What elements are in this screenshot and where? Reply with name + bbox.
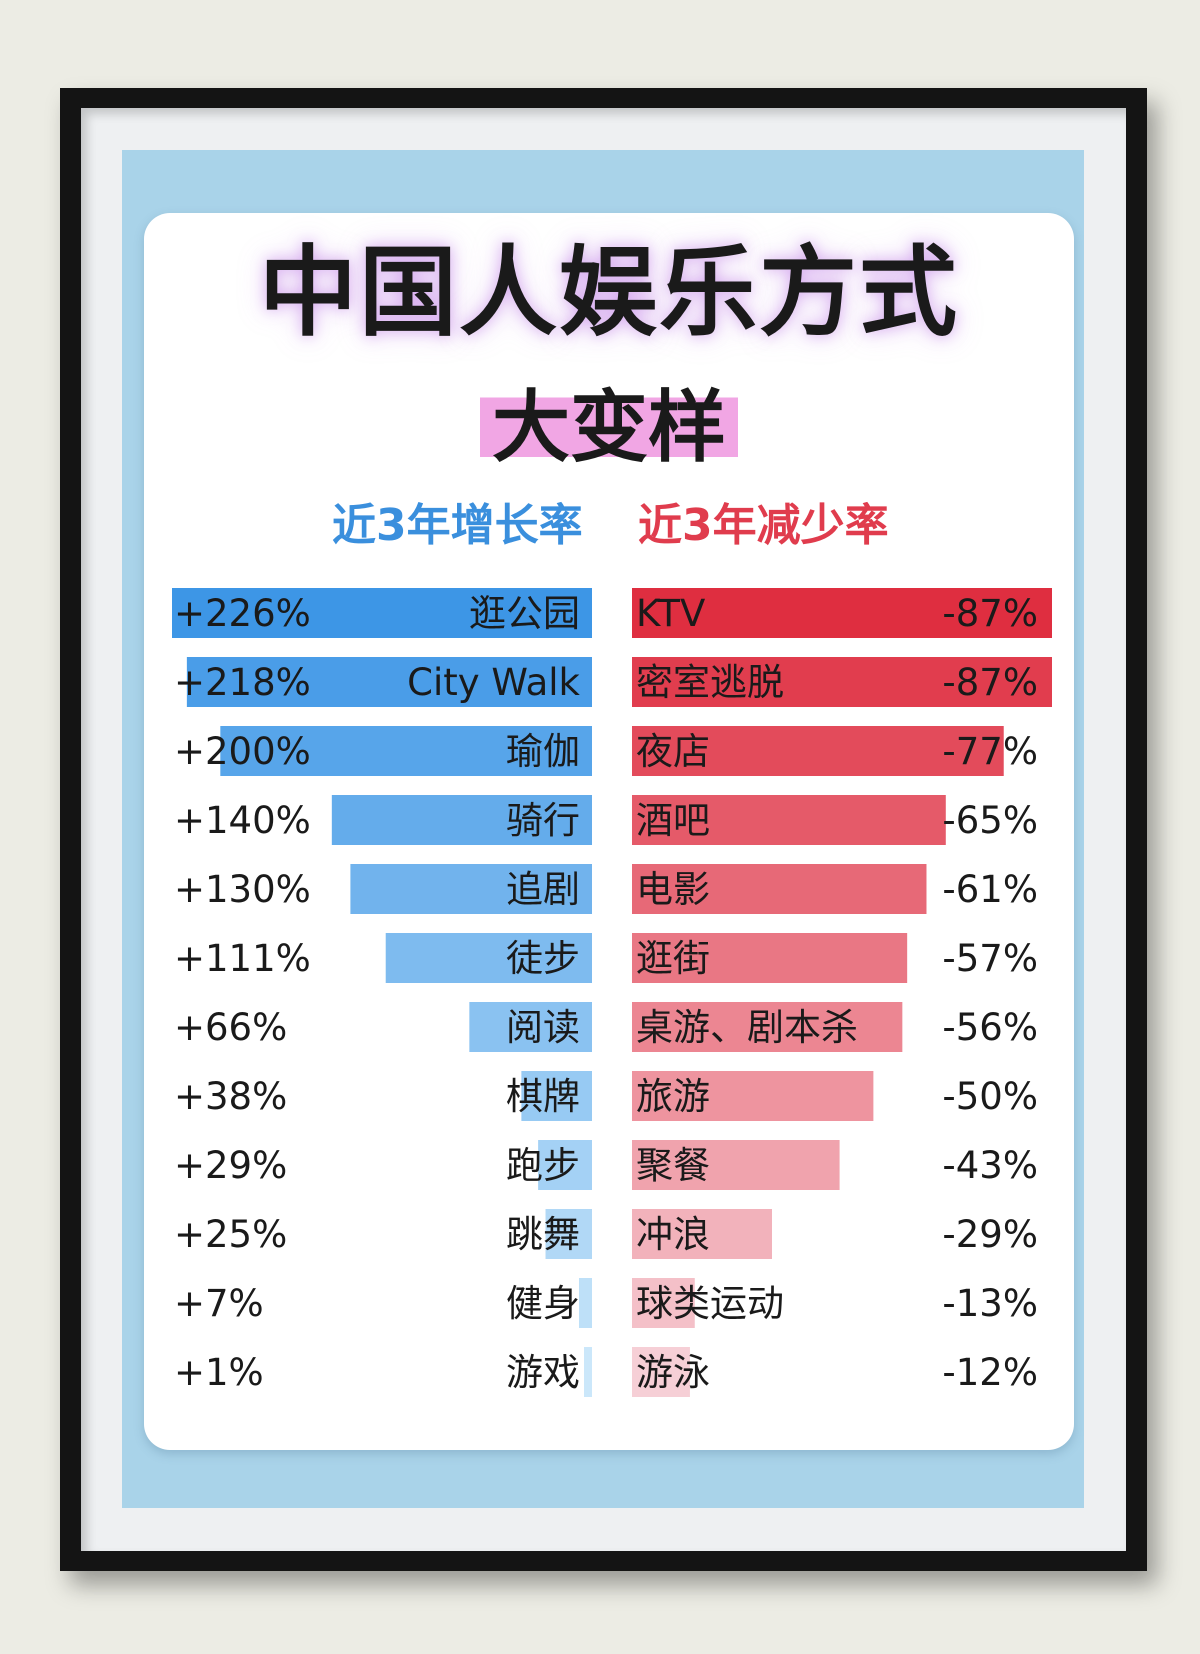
growth-bar (331, 795, 592, 845)
growth-value-label: +38% (174, 1075, 287, 1118)
growth-category-label: 跑步 (506, 1144, 580, 1187)
growth-value-label: +1% (174, 1351, 264, 1394)
decline-chart-title: 近3年减少率 (638, 500, 889, 551)
decline-category-label: 游泳 (636, 1351, 710, 1394)
decline-bar (632, 726, 1004, 776)
growth-category-label: 游戏 (506, 1351, 580, 1394)
decline-bar (632, 795, 946, 845)
growth-value-label: +218% (174, 661, 311, 704)
decline-bar (632, 933, 908, 983)
growth-value-label: +66% (174, 1006, 287, 1049)
decline-bar (632, 588, 1052, 638)
decline-category-label: 聚餐 (636, 1144, 710, 1187)
growth-chart-title: 近3年增长率 (332, 500, 583, 551)
growth-category-label: 阅读 (506, 1006, 580, 1049)
decline-bar (632, 1278, 695, 1328)
growth-bar (521, 1071, 592, 1121)
growth-category-label: 徒步 (506, 937, 580, 980)
decline-category-label: 桌游、剧本杀 (636, 1006, 858, 1049)
growth-value-label: +7% (174, 1282, 264, 1325)
decline-category-label: KTV (636, 592, 705, 635)
growth-bar (220, 726, 592, 776)
growth-bar (584, 1347, 592, 1397)
growth-category-label: 棋牌 (506, 1075, 580, 1118)
decline-value-label: -65% (942, 799, 1038, 842)
decline-value-label: -12% (942, 1351, 1038, 1394)
growth-category-label: 逛公园 (469, 592, 580, 635)
growth-value-label: +200% (174, 730, 311, 773)
growth-value-label: +111% (174, 937, 311, 980)
decline-bar (632, 1140, 840, 1190)
growth-bar (538, 1140, 592, 1190)
decline-category-label: 冲浪 (636, 1213, 710, 1256)
decline-bar (632, 1347, 690, 1397)
growth-bar (350, 864, 592, 914)
growth-category-label: 骑行 (506, 799, 580, 842)
growth-category-label: 健身 (506, 1282, 580, 1325)
decline-value-label: -29% (942, 1213, 1038, 1256)
growth-bar (545, 1209, 592, 1259)
page-subtitle: 大变样 (479, 380, 738, 476)
decline-value-label: -61% (942, 868, 1038, 911)
growth-bar (469, 1002, 592, 1052)
decline-category-label: 旅游 (636, 1075, 710, 1118)
decline-category-label: 逛街 (636, 937, 710, 980)
growth-category-label: 跳舞 (506, 1213, 580, 1256)
decline-category-label: 夜店 (636, 730, 710, 773)
growth-value-label: +130% (174, 868, 311, 911)
decline-bar (632, 864, 927, 914)
decline-bar (632, 1209, 772, 1259)
decline-category-label: 密室逃脱 (636, 661, 784, 704)
growth-value-label: +140% (174, 799, 311, 842)
growth-value-label: +226% (174, 592, 311, 635)
decline-value-label: -57% (942, 937, 1038, 980)
decline-value-label: -77% (942, 730, 1038, 773)
decline-value-label: -56% (942, 1006, 1038, 1049)
decline-value-label: -50% (942, 1075, 1038, 1118)
growth-value-label: +25% (174, 1213, 287, 1256)
decline-value-label: -87% (942, 661, 1038, 704)
decline-category-label: 球类运动 (636, 1282, 784, 1325)
decline-value-label: -13% (942, 1282, 1038, 1325)
decline-value-label: -87% (942, 592, 1038, 635)
growth-category-label: 瑜伽 (506, 730, 580, 773)
decline-category-label: 电影 (636, 868, 710, 911)
decline-value-label: -43% (942, 1144, 1038, 1187)
growth-bar (186, 657, 593, 707)
growth-bar (385, 933, 592, 983)
decline-category-label: 酒吧 (636, 799, 710, 842)
decline-bar (632, 1002, 903, 1052)
growth-value-label: +29% (174, 1144, 287, 1187)
page-title: 中国人娱乐方式 (258, 236, 959, 350)
decline-bar (632, 657, 1052, 707)
growth-bar (578, 1278, 592, 1328)
growth-bar (172, 588, 592, 638)
growth-category-label: 追剧 (506, 868, 580, 911)
subtitle-wrap: 大变样 (144, 380, 1074, 476)
decline-bar (632, 1071, 874, 1121)
growth-category-label: City Walk (407, 661, 580, 704)
